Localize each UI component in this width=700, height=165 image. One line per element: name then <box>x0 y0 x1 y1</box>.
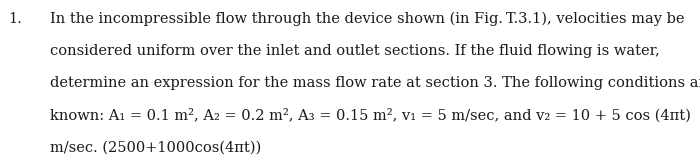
Text: m/sec. (2500+1000cos(4πt)): m/sec. (2500+1000cos(4πt)) <box>50 140 262 154</box>
Text: considered uniform over the inlet and outlet sections. If the fluid flowing is w: considered uniform over the inlet and ou… <box>50 44 660 58</box>
Text: In the incompressible flow through the device shown (in Fig. T.3.1), velocities : In the incompressible flow through the d… <box>50 12 685 26</box>
Text: determine an expression for the mass flow rate at section 3. The following condi: determine an expression for the mass flo… <box>50 76 700 90</box>
Text: 1.: 1. <box>8 12 22 26</box>
Text: known: A₁ = 0.1 m², A₂ = 0.2 m², A₃ = 0.15 m², v₁ = 5 m/sec, and v₂ = 10 + 5 cos: known: A₁ = 0.1 m², A₂ = 0.2 m², A₃ = 0.… <box>50 108 692 122</box>
